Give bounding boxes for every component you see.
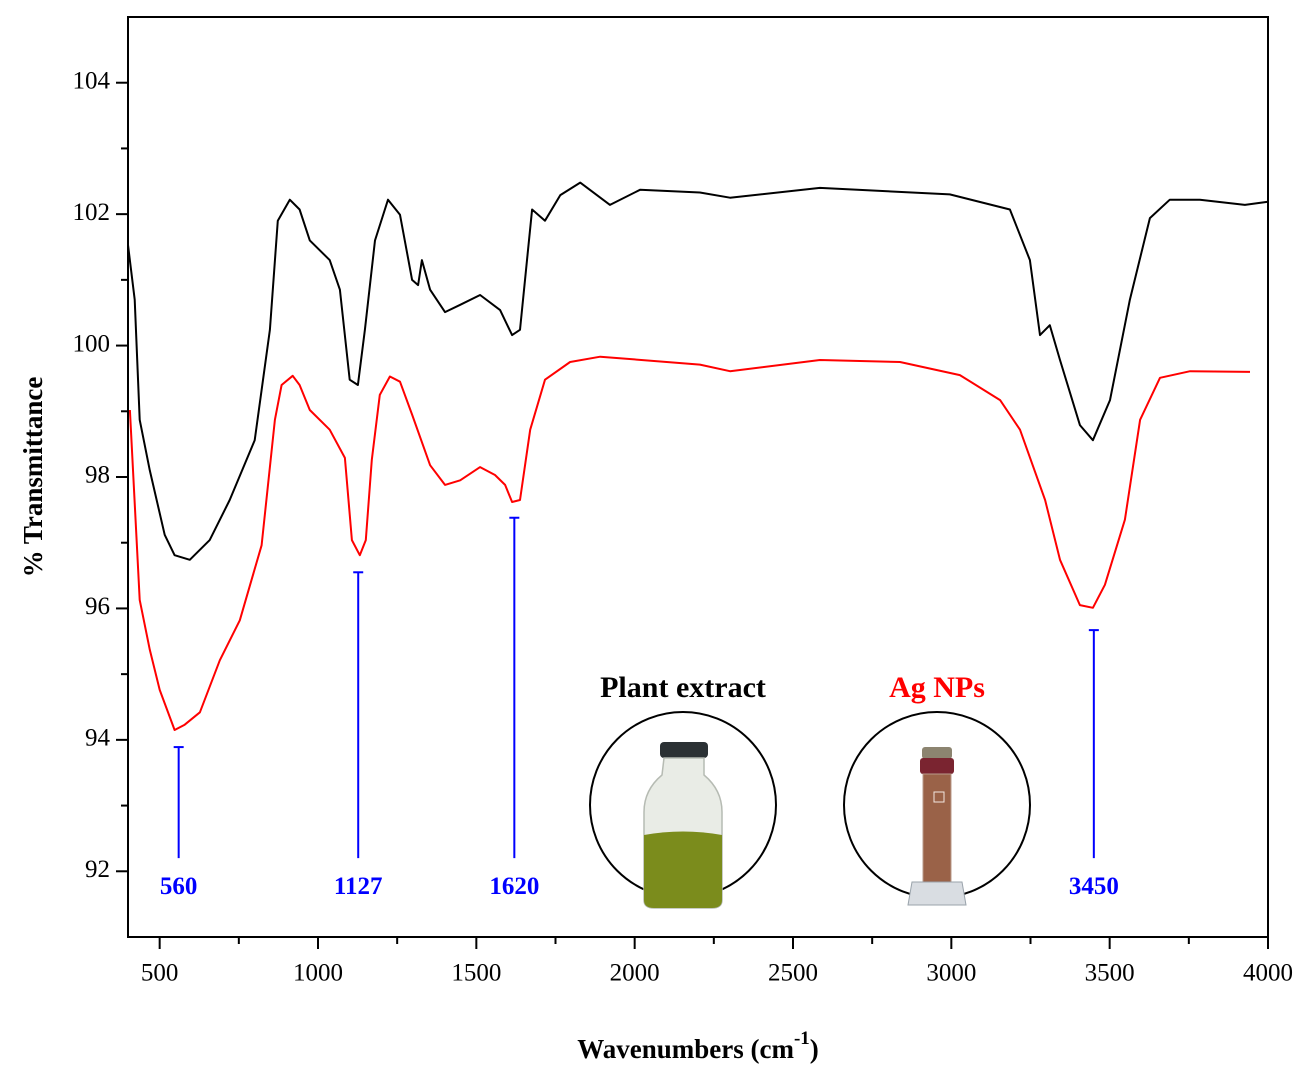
peak-label: 1127 <box>334 873 383 900</box>
y-tick-label: 104 <box>73 67 111 94</box>
x-tick-label: 500 <box>141 960 179 987</box>
peak-label: 1620 <box>489 873 539 900</box>
series-line <box>128 355 1251 731</box>
x-axis-title-sup: -1 <box>794 1028 810 1049</box>
x-tick-label: 3000 <box>926 960 976 987</box>
legend-label: Plant extract <box>600 671 766 704</box>
x-tick-label: 4000 <box>1243 960 1293 987</box>
y-axis-title: % Transmittance <box>18 377 48 578</box>
peak-label: 560 <box>160 873 198 900</box>
x-tick-label: 1000 <box>293 960 343 987</box>
y-tick-label: 102 <box>73 199 111 226</box>
x-tick-label: 1500 <box>451 960 501 987</box>
y-tick-label: 92 <box>85 856 110 883</box>
x-axis-title-main: Wavenumbers (cm <box>577 1034 794 1064</box>
series-line <box>127 181 1269 561</box>
x-tick-label: 3500 <box>1085 960 1135 987</box>
y-tick-label: 96 <box>85 593 110 620</box>
x-tick-label: 2000 <box>610 960 660 987</box>
y-tick-label: 100 <box>73 330 111 357</box>
x-axis-title-close: ) <box>810 1034 819 1064</box>
y-tick-label: 98 <box>85 462 110 489</box>
x-tick-label: 2500 <box>768 960 818 987</box>
inset-plant-extract <box>589 711 777 909</box>
y-tick-label: 94 <box>85 725 111 752</box>
legend-label: Ag NPs <box>889 671 985 704</box>
peak-label: 3450 <box>1069 873 1119 900</box>
inset-ag-nps <box>843 711 1031 906</box>
x-axis-title: Wavenumbers (cm-1) <box>577 1028 819 1064</box>
